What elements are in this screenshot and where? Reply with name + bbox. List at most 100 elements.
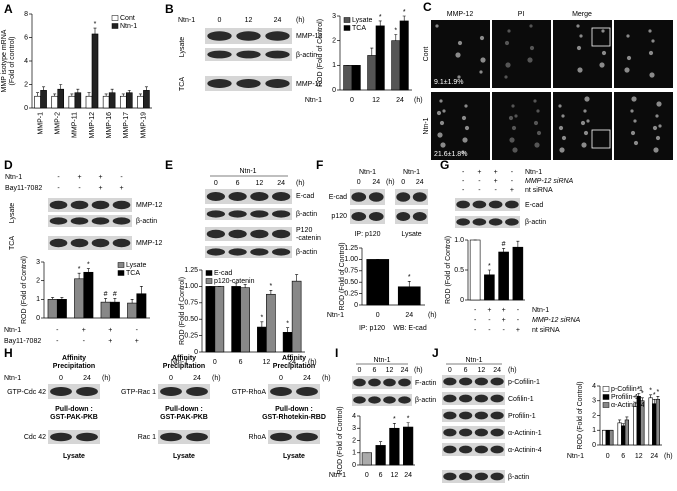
condition: + xyxy=(135,338,139,345)
cell xyxy=(440,142,446,148)
significance: * xyxy=(270,283,273,290)
blot-strip xyxy=(352,376,412,389)
treatment-label: Ntn-1 xyxy=(373,357,390,364)
time-label: 24 xyxy=(401,367,409,374)
y-tick-label: 0.5 xyxy=(454,267,464,274)
x-unit: (h) xyxy=(428,312,437,319)
band-label: β-actin xyxy=(508,474,529,481)
error-bar xyxy=(406,422,410,428)
band-label: β-actin xyxy=(525,219,546,226)
y-tick-label: 8 xyxy=(24,11,28,18)
cell xyxy=(507,29,511,33)
blot-band xyxy=(490,472,504,481)
blot-band xyxy=(91,238,110,248)
blot-band xyxy=(271,192,291,201)
bar xyxy=(74,92,82,109)
bar xyxy=(399,20,409,91)
bar xyxy=(57,88,65,109)
y-tick-label: 4 xyxy=(592,383,596,390)
blot-band xyxy=(505,200,519,209)
x-tick-label: 12 xyxy=(390,472,398,479)
blot-strip xyxy=(205,189,292,204)
condition: + xyxy=(494,169,498,176)
significance: * xyxy=(403,9,406,16)
blot-band xyxy=(443,394,457,403)
column-label: Merge xyxy=(572,11,592,18)
blot-band xyxy=(490,411,504,420)
condition: + xyxy=(98,185,102,192)
cell xyxy=(584,96,590,102)
condition: - xyxy=(478,178,481,185)
percentage: 21.6±1.8% xyxy=(434,151,467,158)
zoom-box xyxy=(591,27,611,47)
error-bar xyxy=(260,321,264,328)
band-label: E-cad xyxy=(329,194,347,201)
cell xyxy=(648,50,654,56)
blot-band xyxy=(472,200,487,209)
blot-band xyxy=(456,218,470,226)
cell xyxy=(504,75,508,79)
treatment-label: Ntn-1 xyxy=(359,169,376,176)
y-tick-label: 1.25 xyxy=(344,245,358,252)
error-bar xyxy=(86,268,90,273)
blot-band xyxy=(490,445,504,454)
legend-label: Lysate xyxy=(352,17,372,24)
blot-band xyxy=(228,192,247,201)
bar xyxy=(68,95,76,109)
bar xyxy=(136,293,147,319)
row-label: Cont xyxy=(423,47,430,62)
blot-band xyxy=(296,432,318,442)
cell xyxy=(505,62,511,68)
x-axis-label: Ntn-1 xyxy=(171,359,188,366)
row-label: Ntn-1 xyxy=(525,169,542,176)
bar xyxy=(109,301,120,319)
y-axis-label: ROD (Fold of Control) xyxy=(445,236,452,304)
blot-band xyxy=(398,378,411,387)
blot-band xyxy=(91,200,110,210)
cell xyxy=(580,120,586,126)
bar xyxy=(231,286,241,353)
cell xyxy=(559,147,565,153)
bar xyxy=(119,95,127,109)
condition: - xyxy=(120,174,123,181)
cell xyxy=(536,109,540,113)
bar xyxy=(47,299,58,319)
micrograph xyxy=(431,92,490,160)
blot-band xyxy=(472,218,487,226)
bar xyxy=(343,65,353,91)
x-tick-label: MMP-1 xyxy=(37,112,44,135)
significance: * xyxy=(407,416,410,423)
y-tick-label: 0 xyxy=(24,105,28,112)
legend-swatch xyxy=(602,394,610,400)
blot-strip xyxy=(442,375,505,388)
blot-band xyxy=(459,394,473,403)
band-label: GTP-RhoA xyxy=(232,389,267,396)
condition: + xyxy=(516,327,520,334)
bar xyxy=(143,90,150,109)
treatment-label: Ntn-1 xyxy=(465,357,482,364)
cell xyxy=(442,109,446,113)
time-label: 24 xyxy=(493,367,501,374)
band-label: α-Actinin-1 xyxy=(508,430,542,437)
bar xyxy=(617,422,622,446)
label: Pull-down : xyxy=(55,406,93,413)
band-label: RhoA xyxy=(248,434,266,441)
cell xyxy=(576,24,580,28)
y-tick-label: 6 xyxy=(24,34,28,41)
cell xyxy=(462,137,468,143)
error-bar xyxy=(144,86,148,91)
time-label: 24 xyxy=(274,17,282,24)
bar xyxy=(397,286,421,306)
time-label: 0 xyxy=(279,375,283,382)
error-bar xyxy=(77,272,81,279)
error-bar xyxy=(110,88,114,93)
blot-strip xyxy=(455,216,520,228)
blot-band xyxy=(207,79,232,88)
label: Precipitation xyxy=(163,363,205,370)
label: Precipitation xyxy=(53,363,95,370)
bar xyxy=(102,95,110,109)
cell xyxy=(511,104,515,108)
bar xyxy=(34,95,41,109)
legend-swatch xyxy=(343,25,351,31)
